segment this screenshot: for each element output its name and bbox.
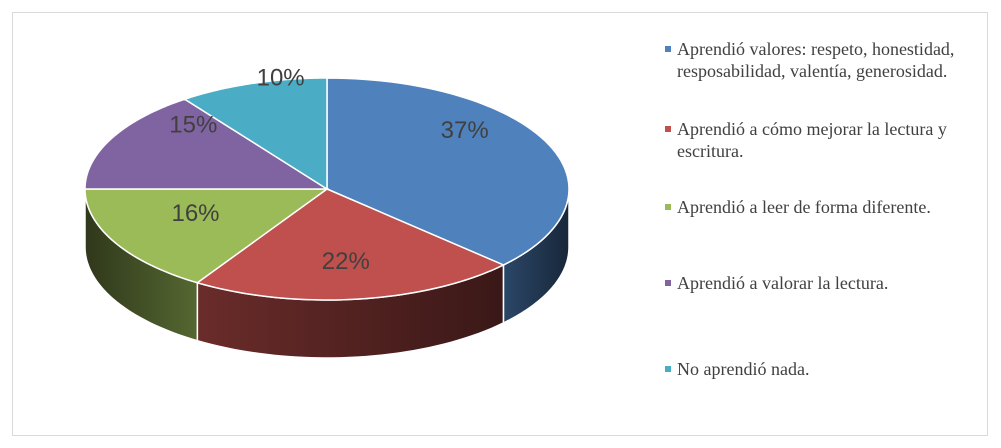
- legend-swatch: [665, 280, 671, 286]
- pie-slice: [84, 98, 330, 190]
- pie-slice: [326, 77, 570, 266]
- legend-label: Aprendió a valorar la lectura.: [677, 273, 889, 293]
- legend-item: No aprendió nada.: [665, 358, 965, 380]
- legend-swatch: [665, 126, 671, 132]
- legend-item: Aprendió valores: respeto, honestidad, r…: [665, 38, 965, 82]
- legend-swatch: [665, 366, 671, 372]
- legend-label: Aprendió valores: respeto, honestidad, r…: [677, 39, 955, 81]
- data-label: 16%: [171, 200, 219, 227]
- pie-slice: [195, 188, 506, 301]
- legend-label: No aprendió nada.: [677, 359, 810, 379]
- legend-item: Aprendió a leer de forma diferente.: [665, 196, 965, 218]
- legend-item: Aprendió a cómo mejorar la lectura y esc…: [665, 118, 965, 162]
- chart-frame: [12, 12, 988, 436]
- pie-slice: [84, 188, 330, 284]
- data-label: 10%: [257, 65, 305, 92]
- legend-swatch: [665, 46, 671, 52]
- legend-label: Aprendió a leer de forma diferente.: [677, 197, 931, 217]
- data-label: 22%: [322, 248, 370, 275]
- data-label: 37%: [441, 117, 489, 144]
- pie-slice: [183, 77, 328, 191]
- data-label: 15%: [169, 112, 217, 139]
- legend-item: Aprendió a valorar la lectura.: [665, 272, 965, 294]
- legend-swatch: [665, 204, 671, 210]
- legend-label: Aprendió a cómo mejorar la lectura y esc…: [677, 119, 947, 161]
